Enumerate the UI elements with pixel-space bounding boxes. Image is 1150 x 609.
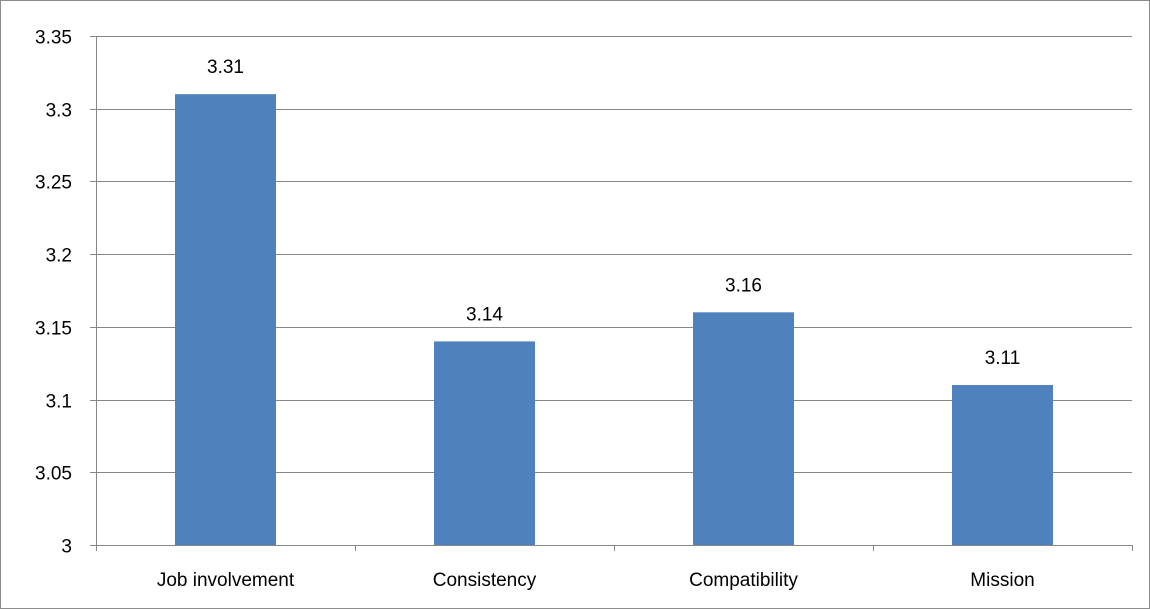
y-tick-label: 3.15 bbox=[35, 319, 72, 340]
data-label: 3.16 bbox=[725, 275, 762, 296]
bar bbox=[433, 341, 536, 545]
x-tick-label: Job involvement bbox=[157, 570, 295, 591]
bar bbox=[951, 385, 1054, 545]
data-label: 3.11 bbox=[985, 348, 1021, 369]
y-tick-label: 3.2 bbox=[46, 246, 72, 267]
y-tick-label: 3.1 bbox=[46, 392, 72, 413]
y-tick-label: 3.05 bbox=[35, 464, 72, 485]
y-tick-label: 3.25 bbox=[35, 173, 72, 194]
y-tick-label: 3.35 bbox=[35, 28, 72, 49]
data-label: 3.14 bbox=[466, 304, 503, 325]
bar bbox=[692, 312, 795, 545]
x-tick-label: Mission bbox=[970, 570, 1034, 591]
data-label: 3.31 bbox=[207, 57, 244, 78]
x-tick-label: Consistency bbox=[433, 570, 537, 591]
bar bbox=[174, 94, 277, 546]
x-tick-label: Compatibility bbox=[689, 570, 798, 591]
y-tick-label: 3.3 bbox=[46, 101, 72, 122]
y-tick-label: 3 bbox=[61, 537, 72, 558]
labels: 3 3.05 3.1 3.15 3.2 3.25 3.3 3.35 3.31 Job involv… bbox=[35, 28, 1035, 592]
bars bbox=[174, 94, 1054, 546]
axes bbox=[90, 36, 1133, 551]
